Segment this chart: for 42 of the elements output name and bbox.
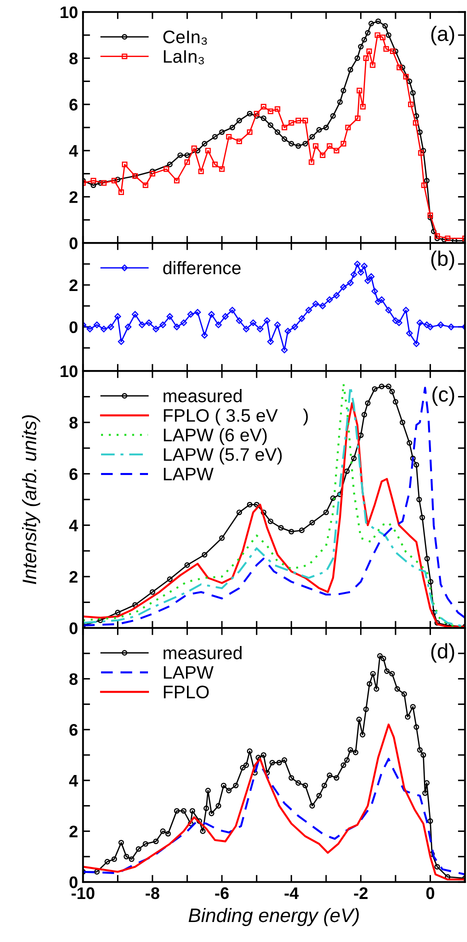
legend-label: LAPW (6 eV) (164, 428, 267, 445)
annotation: (b) (431, 250, 454, 270)
x-axis-title: Binding energy (eV) (188, 908, 359, 926)
y-tick-label: 8 (69, 673, 78, 686)
x-tick-label: -6 (215, 887, 229, 900)
x-tick-label: 0 (426, 887, 434, 900)
y-tick-label: 0 (70, 622, 78, 634)
y-tick-label: 0 (70, 321, 78, 334)
y-axis-title: Intensity (arb. units) (22, 415, 40, 584)
annotation: (d) (431, 643, 454, 663)
y-tick-label: 8 (69, 52, 78, 64)
legend-label: measured (164, 389, 242, 402)
legend-label: measured (164, 646, 242, 660)
y-tick-label: 2 (69, 826, 78, 838)
annotation: (a) (431, 26, 454, 46)
x-tick-label: -2 (354, 887, 368, 899)
y-tick-label: 2 (69, 571, 78, 583)
legend-label: LaIn₃ (164, 50, 204, 64)
legend-label: FPLO (164, 686, 209, 698)
y-tick-label: 4 (69, 145, 78, 157)
x-tick-label: -4 (284, 887, 299, 899)
x-tick-label: -10 (72, 887, 94, 900)
y-tick-label: 10 (60, 6, 78, 18)
legend-label: LAPW (164, 468, 214, 480)
x-tick-label: -8 (146, 887, 160, 900)
y-tick-label: 4 (69, 520, 78, 532)
legend-label: LAPW (5.7 eV) (164, 448, 282, 464)
y-tick-label: 8 (69, 416, 78, 429)
y-tick-label: 4 (69, 774, 78, 786)
annotation: (c) (432, 386, 454, 406)
legend-label: difference (163, 261, 241, 274)
legend-label: LAPW (164, 666, 214, 679)
y-tick-label: 0 (70, 237, 78, 250)
y-tick-label: 10 (60, 365, 78, 378)
y-tick-label: 2 (69, 191, 78, 203)
legend-label: CeIn₃ (163, 30, 207, 45)
legend-label: FPLO ( 3.5 eV ) (164, 408, 308, 426)
y-tick-label: 2 (69, 279, 78, 292)
y-tick-label: 6 (69, 98, 78, 111)
y-tick-label: 6 (69, 724, 78, 736)
y-tick-label: 0 (70, 876, 78, 888)
y-tick-label: 6 (69, 468, 78, 480)
